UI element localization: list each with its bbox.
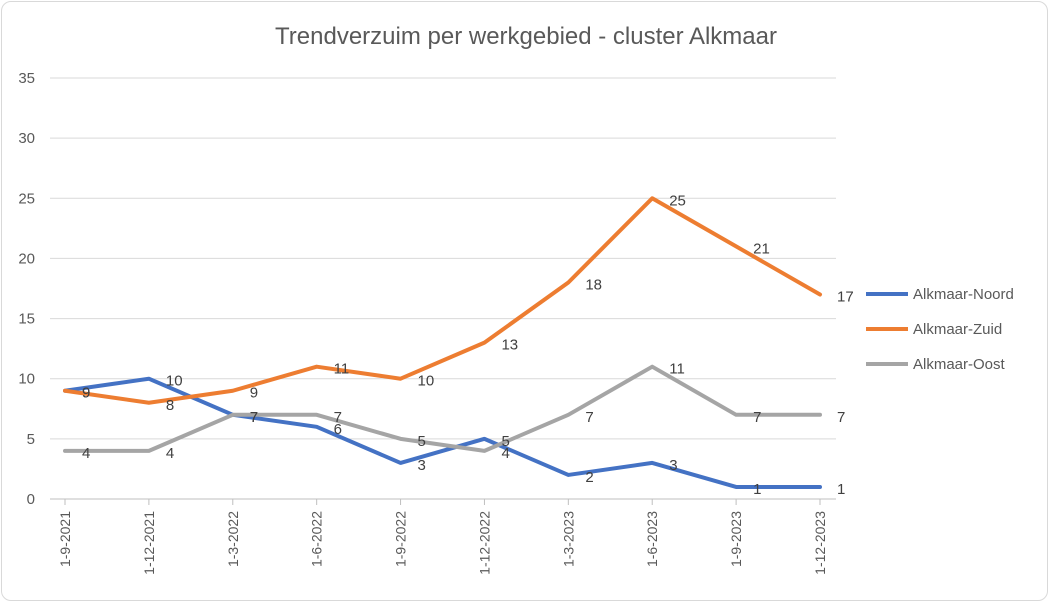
data-label: 9 (82, 385, 90, 402)
series-line-alkmaar-oost (63, 364, 822, 453)
data-label: 9 (250, 385, 258, 402)
legend: Alkmaar-Noord Alkmaar-Zuid Alkmaar-Oost (866, 286, 1014, 373)
y-tick-label: 35 (18, 70, 35, 87)
data-label: 7 (250, 409, 258, 426)
data-label: 3 (669, 457, 677, 474)
data-label: 11 (669, 361, 685, 378)
data-label: 3 (418, 457, 426, 474)
series-lines (63, 196, 822, 489)
x-tick-label: 1-12-2023 (812, 511, 828, 575)
data-label: 4 (501, 445, 509, 462)
data-label: 17 (837, 289, 854, 306)
data-label: 7 (334, 409, 342, 426)
data-label: 13 (501, 337, 518, 354)
x-tick-label: 1-3-2022 (225, 511, 241, 567)
gridlines (50, 77, 836, 500)
data-label: 5 (418, 433, 426, 450)
y-tick-label: 0 (27, 491, 35, 508)
data-label: 2 (585, 469, 593, 486)
data-label: 25 (669, 192, 686, 209)
x-tick-label: 1-12-2021 (141, 511, 157, 575)
data-label: 10 (418, 373, 435, 390)
data-label: 7 (585, 409, 593, 426)
series-line-alkmaar-zuid (63, 196, 822, 405)
y-tick-label: 10 (18, 371, 35, 388)
y-tick-label: 30 (18, 130, 35, 147)
data-label: 1 (837, 481, 845, 498)
series-line-alkmaar-noord (63, 376, 822, 489)
data-label: 5 (501, 433, 509, 450)
legend-label: Alkmaar-Oost (913, 356, 1006, 373)
data-label: 1 (753, 481, 761, 498)
y-tick-label: 15 (18, 311, 35, 328)
x-tick-label: 1-9-2022 (393, 511, 409, 567)
data-label: 18 (585, 276, 602, 293)
data-label: 4 (166, 445, 174, 462)
data-label: 10 (166, 373, 183, 390)
data-label: 6 (334, 421, 342, 438)
data-label: 11 (334, 361, 350, 378)
legend-label: Alkmaar-Noord (913, 286, 1014, 303)
x-tick-label: 1-12-2022 (476, 511, 492, 575)
data-label: 21 (753, 240, 770, 257)
chart-title: Trendverzuim per werkgebied - cluster Al… (275, 23, 777, 50)
data-label: 7 (753, 409, 761, 426)
y-tick-label: 5 (27, 431, 35, 448)
data-label: 7 (250, 409, 258, 426)
y-axis-ticks: 0 5 10 15 20 25 30 35 (18, 70, 35, 508)
x-tick-label: 1-9-2021 (57, 511, 73, 567)
data-label: 7 (837, 409, 845, 426)
data-label: 8 (166, 397, 174, 414)
x-tick-label: 1-9-2023 (728, 511, 744, 567)
data-label: 9 (82, 385, 90, 402)
x-tick-label: 1-6-2023 (644, 511, 660, 567)
x-tick-label: 1-3-2023 (560, 511, 576, 567)
y-tick-label: 25 (18, 190, 35, 207)
x-axis-ticks: 1-9-2021 1-12-2021 1-3-2022 1-6-2022 1-9-202… (57, 499, 828, 575)
y-tick-label: 20 (18, 250, 35, 267)
legend-label: Alkmaar-Zuid (913, 321, 1002, 338)
data-label: 4 (82, 445, 90, 462)
x-tick-label: 1-6-2022 (309, 511, 325, 567)
